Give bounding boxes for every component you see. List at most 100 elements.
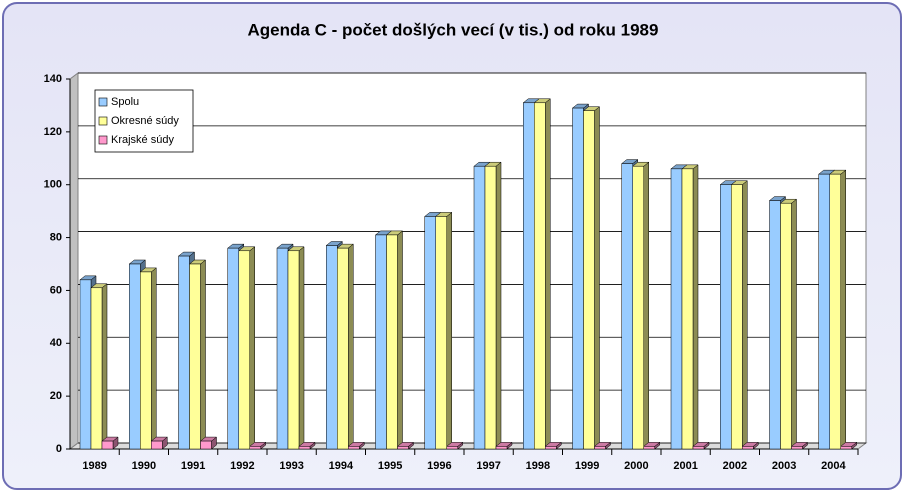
x-tick-label: 1997 — [476, 460, 500, 472]
y-tick-label: 120 — [44, 126, 62, 138]
bar-side — [151, 267, 157, 450]
bar — [840, 446, 852, 450]
x-tick-label: 1996 — [427, 460, 451, 472]
legend-swatch — [98, 116, 108, 126]
x-tick-label: 1995 — [378, 460, 402, 472]
y-tick-label: 40 — [50, 337, 62, 349]
bar — [101, 440, 114, 450]
bar — [742, 446, 754, 450]
bar — [90, 287, 103, 450]
bar — [276, 247, 289, 450]
bar — [643, 446, 655, 450]
x-tick-label: 1990 — [132, 460, 156, 472]
legend: Spolu Okresné súdy Krajské súdy — [94, 89, 194, 153]
bar-side — [495, 161, 502, 450]
bar — [670, 168, 683, 450]
bar — [79, 279, 92, 450]
side-wall — [69, 72, 79, 450]
bar — [397, 446, 409, 450]
bar — [189, 263, 201, 450]
bar — [249, 446, 261, 450]
x-tick-label: 1998 — [526, 460, 550, 472]
bar — [621, 163, 633, 450]
bar — [238, 250, 250, 450]
x-tick-label: 1994 — [329, 460, 354, 472]
bar-side — [101, 283, 108, 450]
bar — [594, 446, 606, 450]
legend-swatch — [98, 97, 108, 107]
bar — [151, 440, 163, 450]
bar — [375, 234, 387, 450]
bar-side — [446, 211, 452, 450]
bar — [298, 446, 311, 450]
bar — [572, 107, 584, 450]
bar-side — [840, 169, 846, 450]
bar — [829, 173, 841, 450]
chart-title: Agenda C - počet došlých vecí (v tis.) o… — [248, 20, 659, 39]
bar — [731, 184, 743, 450]
y-tick-label: 100 — [44, 179, 62, 191]
bar — [129, 263, 141, 450]
bar — [227, 247, 239, 450]
bar — [473, 165, 486, 450]
bar-side — [643, 161, 649, 450]
bar — [287, 250, 300, 450]
legend-label: Spolu — [111, 96, 139, 108]
bar — [200, 440, 212, 450]
bar — [140, 271, 152, 450]
bar-side — [545, 98, 551, 450]
bar — [681, 168, 694, 450]
y-tick-label: 80 — [50, 231, 62, 243]
bar-side — [249, 246, 255, 450]
bar-side — [742, 180, 748, 450]
x-tick-label: 2004 — [821, 460, 846, 472]
bar — [692, 446, 705, 450]
bar — [534, 102, 546, 450]
bar — [424, 216, 436, 450]
bar — [583, 110, 595, 450]
bar — [791, 446, 803, 450]
bar — [545, 446, 557, 450]
x-tick-label: 1992 — [230, 460, 254, 472]
x-tick-label: 1999 — [575, 460, 599, 472]
legend-label: Okresné súdy — [111, 115, 179, 127]
bar — [178, 255, 190, 450]
bar-side — [791, 198, 797, 450]
y-tick-label: 60 — [50, 284, 62, 296]
x-tick-label: 1991 — [181, 460, 205, 472]
x-tick-label: 2003 — [772, 460, 796, 472]
y-tick-label: 20 — [50, 390, 62, 402]
bar — [769, 200, 781, 450]
bar — [446, 446, 458, 450]
bar-side — [692, 164, 699, 450]
x-tick-label: 1993 — [279, 460, 303, 472]
bar — [495, 446, 508, 450]
legend-swatch — [98, 135, 108, 145]
bar — [386, 234, 398, 450]
bar — [484, 165, 497, 450]
bar — [337, 247, 349, 450]
plot: 0 20 40 60 80 100 120 140 1989 1990 1991 1992 1993 19… — [44, 72, 866, 472]
legend-label: Krajské súdy — [111, 134, 174, 146]
bar — [632, 165, 644, 450]
bar — [780, 202, 792, 450]
bar-side — [348, 243, 354, 450]
legend-box — [94, 89, 194, 153]
y-tick-label: 140 — [44, 73, 62, 85]
bar — [326, 245, 338, 450]
bar — [720, 184, 732, 450]
y-tick-label: 0 — [56, 443, 62, 455]
bar — [523, 102, 535, 450]
bar-side — [594, 106, 600, 450]
bar — [348, 446, 360, 450]
x-tick-label: 1989 — [82, 460, 106, 472]
x-tick-label: 2000 — [624, 460, 648, 472]
bar — [435, 216, 447, 450]
x-tick-label: 2002 — [723, 460, 747, 472]
bar-side — [200, 259, 206, 450]
bar-side — [397, 230, 403, 450]
x-tick-label: 2001 — [673, 460, 697, 472]
bar — [818, 173, 830, 450]
bar-side — [298, 246, 305, 450]
